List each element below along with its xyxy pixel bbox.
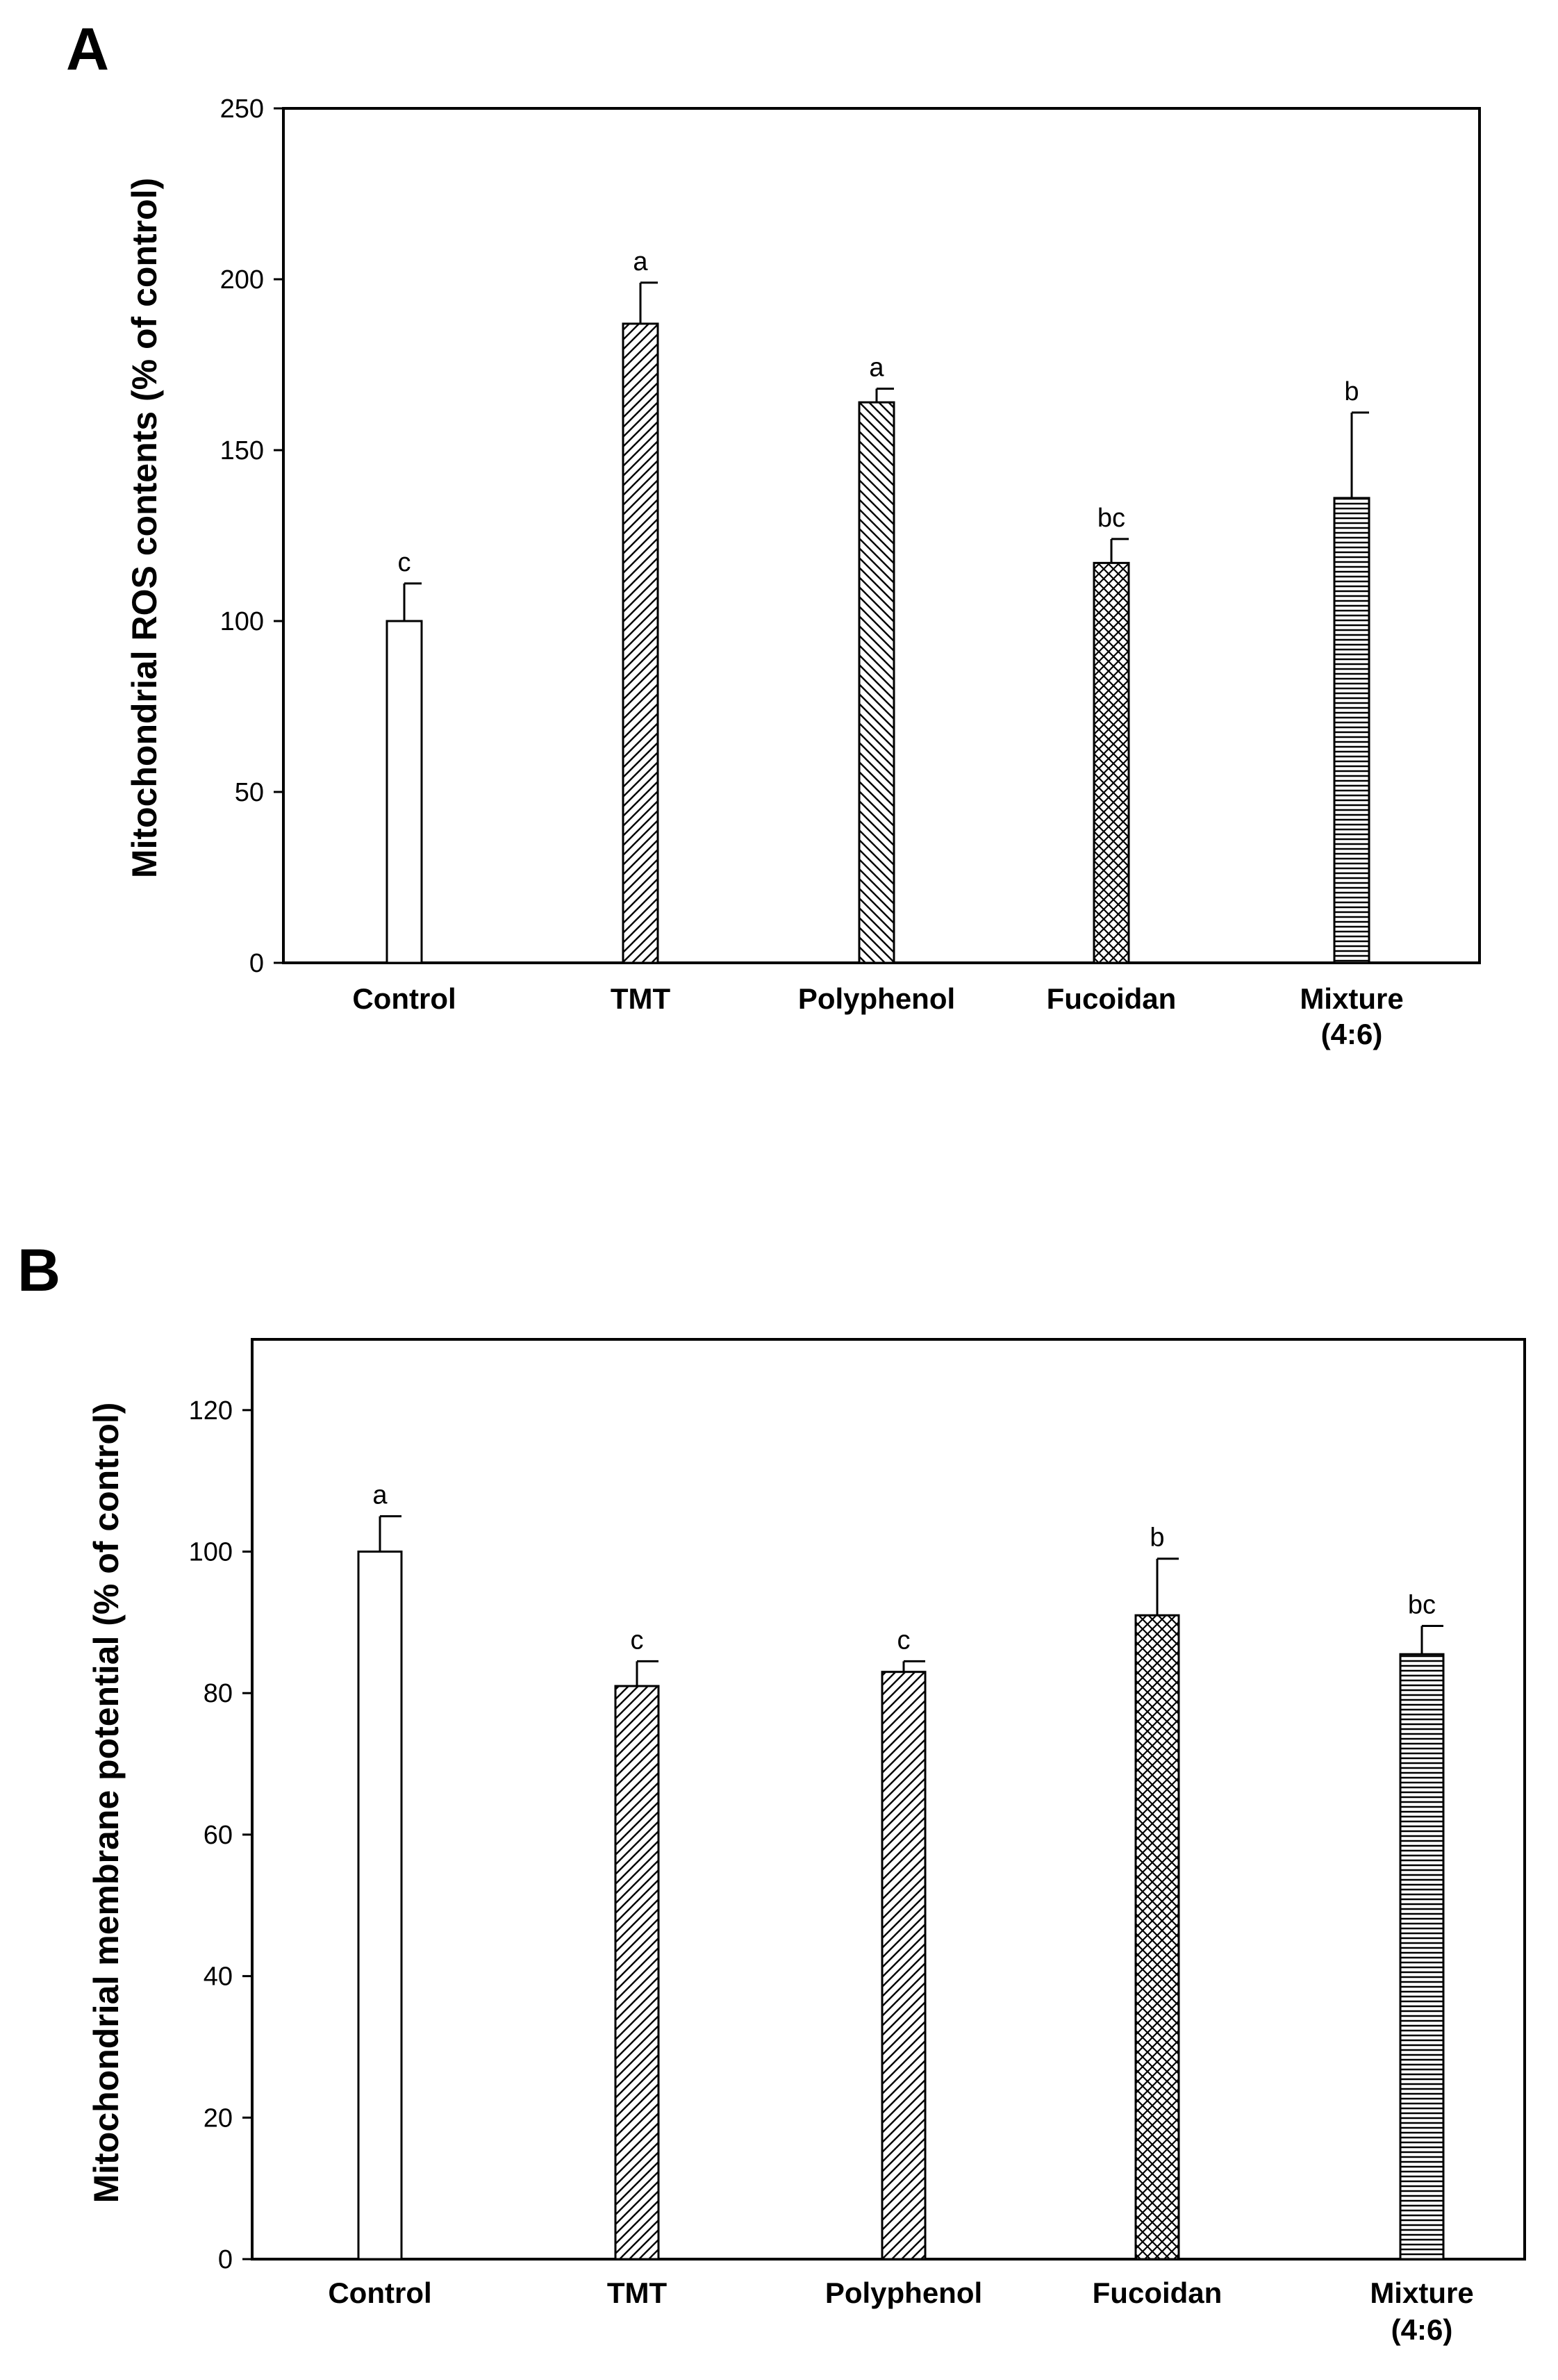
panel-a-category-label: TMT <box>611 982 671 1015</box>
panel-a-category-label: Mixture <box>1300 982 1403 1015</box>
panel-a-category-label-line2: (4:6) <box>1321 1018 1383 1050</box>
panel-a-category-labels: Control TMT Polyphenol Fucoidan Mixture(4:6) <box>352 982 1403 1050</box>
panel-a-significance-label: b <box>1344 377 1359 406</box>
panel-b-y-tick-label: 0 <box>218 2245 233 2274</box>
panel-a-y-tick-label: 50 <box>235 778 264 807</box>
panel-b-y-tick-label: 120 <box>189 1396 233 1425</box>
panel-b-y-ticks: 0 20 40 60 80 100 120 <box>189 1396 252 2274</box>
panel-b-category-label: TMT <box>607 2276 668 2309</box>
panel-a-y-tick-label: 200 <box>220 265 264 295</box>
panel-a-letter: A <box>66 16 109 83</box>
panel-a-bar-tmt <box>622 322 659 964</box>
panel-b-y-tick-label: 100 <box>189 1538 233 1567</box>
panel-a-y-tick-label: 100 <box>220 607 264 636</box>
panel-b-bars: a c c b bc <box>357 1481 1445 2261</box>
panel-b-category-label: Polyphenol <box>825 2276 982 2309</box>
panel-b-category-labels: Control TMT Polyphenol Fucoidan Mixture (4:6) <box>328 2276 1473 2346</box>
panel-b-y-tick-label: 40 <box>204 1962 233 1992</box>
panel-a-significance-label: a <box>869 353 884 382</box>
panel-b-y-tick-label: 20 <box>204 2104 233 2133</box>
panel-b-significance-label: c <box>897 1626 911 1655</box>
panel-b-category-label: Fucoidan <box>1093 2276 1223 2309</box>
panel-a-bar-control <box>386 620 423 964</box>
panel-a-significance-label: bc <box>1097 504 1125 533</box>
panel-a-significance-label: c <box>398 548 411 577</box>
panel-b-letter: B <box>17 1237 60 1304</box>
panel-b-y-axis-title: Mitochondrial membrane potential (% of c… <box>87 1403 126 2204</box>
panel-b-significance-label: bc <box>1408 1590 1436 1619</box>
panel-b-category-label: Control <box>328 2276 431 2309</box>
panel-a-chart: A Mitochondrial ROS contents (% of contr… <box>66 16 1481 1050</box>
panel-a-y-tick-label: 150 <box>220 436 264 465</box>
panel-a-significance-label: a <box>633 247 648 276</box>
panel-a-bars: c a a bc b <box>386 247 1370 964</box>
panel-a-y-tick-label: 0 <box>249 949 264 978</box>
panel-b-y-tick-label: 80 <box>204 1679 233 1708</box>
panel-a-category-label: Polyphenol <box>798 982 955 1015</box>
panel-a-y-axis-title: Mitochondrial ROS contents (% of control… <box>125 178 164 878</box>
panel-b-significance-label: b <box>1150 1523 1164 1553</box>
panel-a-bar-polyphenol <box>858 401 895 964</box>
panel-b-bar-fucoidan <box>1134 1614 1180 2261</box>
panel-b-bar-tmt <box>614 1685 660 2261</box>
panel-a-bar-fucoidan <box>1093 561 1130 964</box>
panel-b-y-tick-label: 60 <box>204 1821 233 1850</box>
panel-a-y-tick-label: 250 <box>220 94 264 124</box>
panel-b-significance-label: c <box>631 1626 644 1655</box>
panel-a-y-ticks: 0 50 100 150 200 250 <box>220 94 283 978</box>
panel-a-category-label: Fucoidan <box>1047 982 1177 1015</box>
panel-b-bar-mixture <box>1399 1653 1445 2261</box>
panel-b-category-label-line2: (4:6) <box>1391 2313 1453 2346</box>
panel-b-category-label: Mixture <box>1370 2276 1473 2309</box>
panel-b-bar-polyphenol <box>881 1671 927 2261</box>
panel-a-bar-mixture <box>1333 497 1370 964</box>
panel-b-chart: B Mitochondrial membrane potential (% of… <box>17 1237 1526 2346</box>
panel-a-category-label: Control <box>352 982 456 1015</box>
panel-b-bar-control <box>357 1551 403 2261</box>
panel-b-significance-label: a <box>372 1481 388 1510</box>
